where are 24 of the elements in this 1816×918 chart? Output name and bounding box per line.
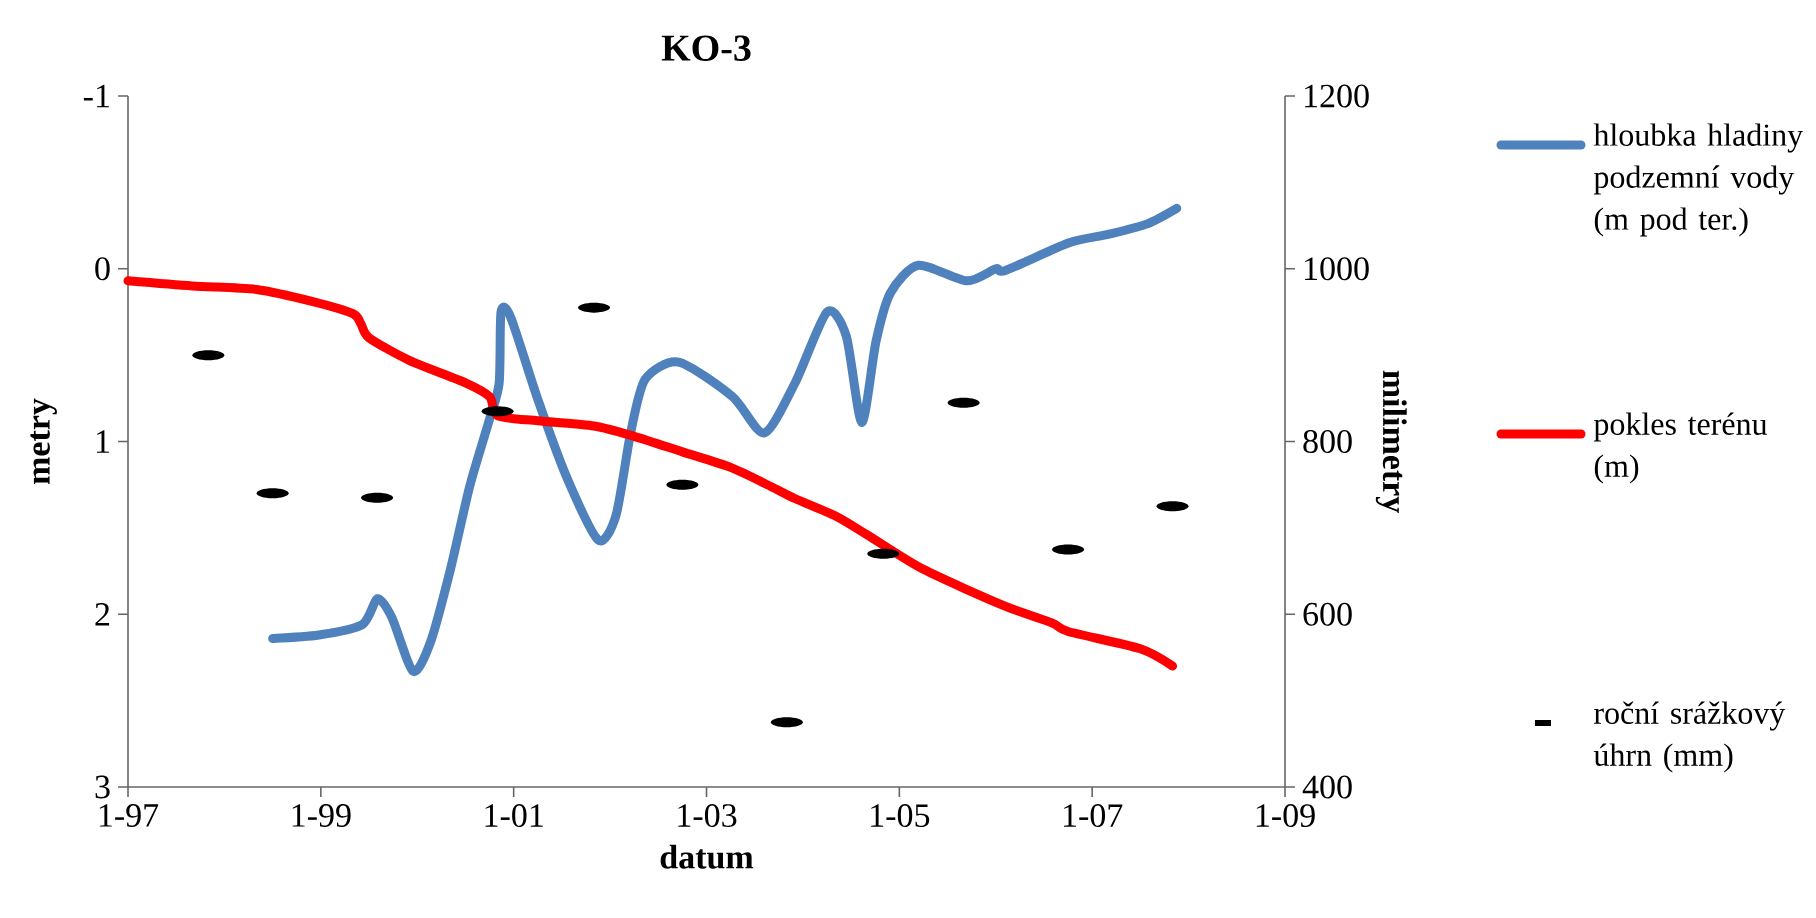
y2-tick-label: 400 (1302, 775, 1352, 799)
legend-label: hloubka hladiny podzemní vody (m pod ter.) (1593, 123, 1804, 237)
y-tick-label: -1 (83, 84, 109, 108)
y-tick-label: 2 (95, 603, 110, 626)
y-axis-title: metry (30, 398, 57, 485)
legend-label: roční srážkový úhrn (mm) (1593, 701, 1786, 773)
y2-tick-label: 1200 (1305, 84, 1369, 108)
legend-label: pokles terénu (m) (1593, 412, 1768, 484)
x-tick-label: 1-99 (292, 804, 351, 827)
chart-title: KO-3 (661, 35, 751, 61)
y2-tick-label: 1000 (1305, 257, 1369, 281)
x-axis-title: datum (660, 844, 754, 869)
y-tick-label: 0 (95, 257, 110, 281)
y2-axis-title: milimetry (1375, 370, 1407, 513)
x-tick-label: 1-07 (1063, 804, 1123, 828)
y2-tick-label: 600 (1303, 602, 1352, 626)
x-tick-label: 1-03 (678, 804, 737, 828)
x-tick-label: 1-97 (99, 804, 159, 827)
x-tick-label: 1-09 (1256, 804, 1315, 828)
x-tick-label: 1-01 (485, 804, 543, 828)
y-tick-label: 3 (95, 775, 110, 799)
y-tick-label: 1 (96, 430, 109, 453)
y2-tick-label: 800 (1303, 430, 1352, 453)
x-tick-label: 1-05 (871, 804, 930, 828)
